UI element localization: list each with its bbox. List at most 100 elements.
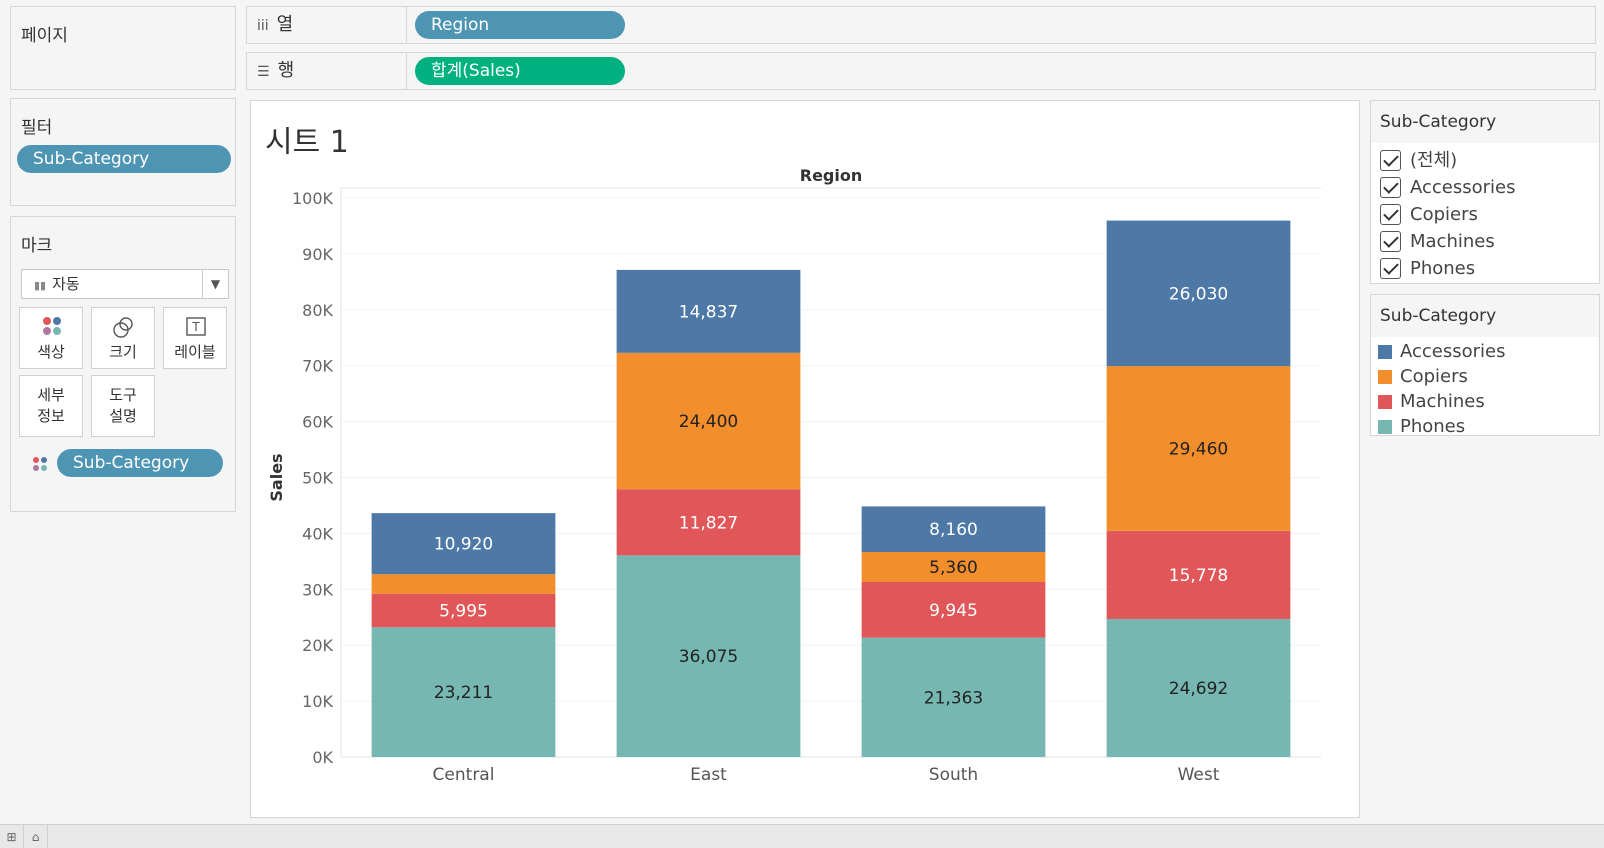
sheet-tab-bar: ⊞ ⌂ [0, 824, 1604, 848]
data-label: 9,945 [929, 601, 978, 621]
color-encoding-icon [33, 457, 47, 471]
bar-segment-phones [861, 637, 1046, 757]
bar-segment-accessories [861, 506, 1046, 553]
legend-item[interactable]: Accessories [1371, 339, 1599, 364]
mark-type-select[interactable]: ▮▮ 자동 ▼ [21, 269, 229, 299]
y-tick-label: 60K [302, 413, 333, 432]
data-label: 29,460 [1169, 439, 1228, 459]
filter-pill-sub-category[interactable]: Sub-Category [17, 145, 231, 173]
y-tick-label: 80K [302, 301, 333, 320]
color-pill-sub-category[interactable]: Sub-Category [57, 449, 223, 477]
color-button[interactable]: 색상 [19, 307, 83, 369]
bar-segment-machines [861, 581, 1046, 638]
y-tick-label: 70K [302, 357, 333, 376]
legend-swatch [1378, 344, 1392, 359]
columns-shelf[interactable]: iii 열 Region [246, 6, 1596, 44]
legend-item[interactable]: Copiers [1371, 364, 1599, 389]
data-label: 11,827 [679, 513, 738, 533]
filter-item[interactable]: Machines [1371, 228, 1599, 255]
legend-swatch [1378, 369, 1392, 384]
sheet-title: 시트 1 [265, 125, 349, 160]
label-button-label: 레이블 [174, 343, 216, 361]
checkbox-checked-icon[interactable] [1380, 204, 1401, 225]
pages-panel-title: 페이지 [21, 26, 68, 46]
columns-pill-region[interactable]: Region [415, 11, 625, 39]
x-category-label: West [1178, 765, 1220, 785]
legend-item-label: Machines [1400, 391, 1485, 412]
columns-icon: iii [257, 18, 269, 34]
filter-item-label: (전체) [1410, 150, 1458, 171]
label-button[interactable]: T 레이블 [163, 307, 227, 369]
legend-card-list: Accessories Copiers Machines Phones [1371, 337, 1599, 439]
data-label: 8,160 [929, 520, 978, 540]
data-source-tab-icon[interactable]: ⊞ [0, 825, 24, 848]
y-tick-label: 20K [302, 636, 333, 655]
bar-segment-accessories [1106, 220, 1291, 367]
stacked-bar-chart: Region 0K 10K 20K 30K 40K 50K 60K 70K 80K 90K 100K S… [267, 166, 1321, 785]
filter-item-label: Accessories [1410, 177, 1516, 198]
checkbox-checked-icon[interactable] [1380, 231, 1401, 252]
data-label: 23,211 [434, 683, 493, 703]
bar-segment-accessories [371, 513, 556, 575]
rows-shelf[interactable]: ☰ 행 합계(Sales) [246, 52, 1596, 90]
rows-pill-sum-sales[interactable]: 합계(Sales) [415, 57, 625, 85]
filter-item[interactable]: Accessories [1371, 174, 1599, 201]
data-label: 14,837 [679, 302, 738, 322]
checkbox-checked-icon[interactable] [1380, 150, 1401, 171]
filter-item[interactable]: (전체) [1371, 147, 1599, 174]
rows-icon: ☰ [257, 64, 270, 80]
sub-category-legend-card: Sub-Category Accessories Copiers Machines P… [1370, 294, 1600, 439]
filter-item[interactable]: Phones [1371, 255, 1599, 282]
y-tick-label: 100K [292, 189, 334, 208]
detail-button[interactable]: 세부 정보 [19, 375, 83, 437]
tooltip-button[interactable]: 도구 설명 [91, 375, 155, 437]
y-tick-label: 10K [302, 692, 333, 711]
x-category-label: South [929, 765, 978, 785]
y-tick-label: 50K [302, 469, 333, 488]
chevron-down-icon[interactable]: ▼ [202, 270, 228, 298]
marks-panel: 마크 ▮▮ 자동 ▼ 색상 크기 T 레이블 세부 정보 도구 설명 [10, 216, 236, 512]
filter-item[interactable]: Copiers [1371, 201, 1599, 228]
x-category-label: East [690, 765, 727, 785]
detail-label-line1: 세부 [37, 386, 65, 404]
tooltip-button-label: 도구 설명 [109, 385, 137, 427]
data-label: 15,778 [1169, 566, 1228, 586]
checkbox-checked-icon[interactable] [1380, 177, 1401, 198]
bar-segment-phones [371, 627, 556, 757]
data-label: 26,030 [1169, 284, 1228, 304]
data-label: 5,360 [929, 558, 978, 578]
legend-item-label: Copiers [1400, 366, 1468, 387]
legend-swatch [1378, 394, 1392, 409]
filters-panel: 필터 Sub-Category [10, 98, 236, 206]
y-tick-label: 30K [302, 580, 333, 599]
y-tick-label: 0K [312, 748, 333, 767]
detail-label-line2: 정보 [37, 407, 65, 425]
mark-type-value: 자동 [52, 275, 80, 293]
bar-segment-machines [371, 593, 556, 628]
size-icon [113, 317, 133, 338]
data-label: 10,920 [434, 535, 493, 555]
sheet-view: 시트 1 Region 0K 10K 20K 30K 40K 50K 60K 70K 80K 90K… [250, 100, 1360, 818]
columns-shelf-label: iii 열 [247, 7, 407, 43]
bar-segment-accessories [616, 269, 801, 353]
legend-item[interactable]: Machines [1371, 389, 1599, 414]
data-label: 24,400 [679, 412, 738, 432]
detail-button-label: 세부 정보 [37, 385, 65, 427]
rows-label-text: 행 [277, 60, 295, 81]
data-label: 24,692 [1169, 679, 1228, 699]
x-category-label: Central [433, 765, 495, 785]
y-axis-label: Sales [267, 453, 286, 501]
size-button[interactable]: 크기 [91, 307, 155, 369]
tooltip-label-line1: 도구 [109, 386, 137, 404]
rows-shelf-label: ☰ 행 [247, 53, 407, 89]
sheet-tab-icon[interactable]: ⌂ [24, 825, 48, 848]
data-label: 21,363 [924, 688, 983, 708]
bar-chart-icon: ▮▮ [34, 279, 47, 292]
filter-card-list: (전체) Accessories Copiers Machines Phones [1371, 143, 1599, 282]
filter-item-label: Phones [1410, 258, 1476, 279]
bar-segment-phones [1106, 618, 1291, 757]
columns-label-text: 열 [276, 14, 294, 35]
checkbox-checked-icon[interactable] [1380, 258, 1401, 279]
bar-segment-copiers [1106, 366, 1291, 531]
legend-item[interactable]: Phones [1371, 414, 1599, 439]
